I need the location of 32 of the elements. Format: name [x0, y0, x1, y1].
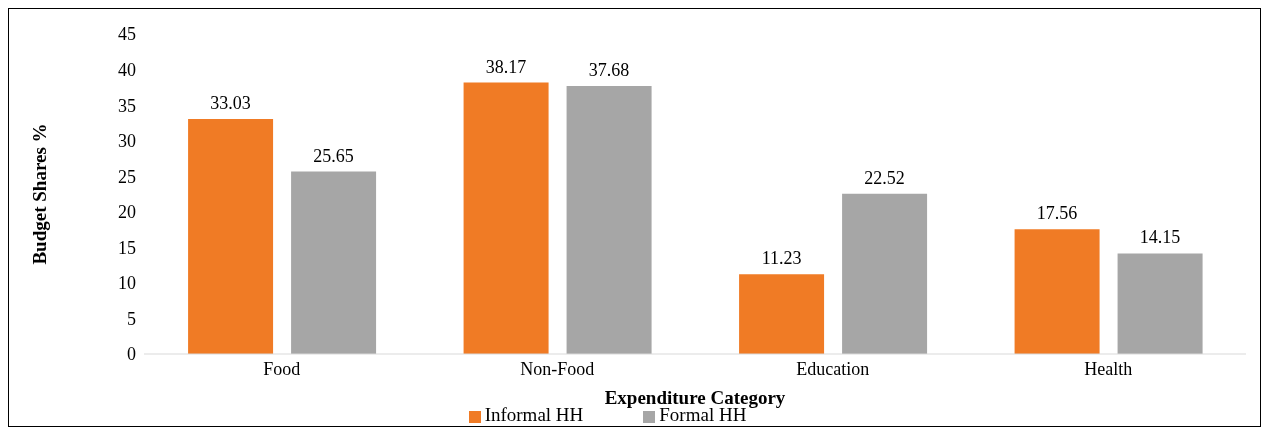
- data-label: 17.56: [1036, 203, 1078, 224]
- x-tick-label: Education: [796, 358, 870, 379]
- bar: [463, 82, 549, 354]
- y-tick-label: 10: [118, 273, 136, 294]
- y-tick-label: 30: [118, 131, 136, 152]
- y-tick-label: 20: [118, 202, 136, 223]
- data-label: 33.03: [210, 93, 251, 114]
- bar: [291, 171, 377, 354]
- y-tick-label: 40: [118, 59, 136, 80]
- y-tick-label: 35: [118, 95, 136, 116]
- y-tick-label: 45: [118, 24, 136, 45]
- y-axis-title: Budget Shares %: [28, 123, 50, 265]
- y-tick-label: 0: [127, 344, 136, 365]
- bar: [566, 86, 652, 354]
- data-label: 11.23: [761, 248, 802, 269]
- bar: [188, 119, 274, 354]
- data-label: 25.65: [313, 145, 354, 166]
- y-tick-label: 15: [118, 237, 136, 258]
- x-tick-label: Health: [1084, 358, 1133, 379]
- x-tick-label: Non-Food: [520, 358, 595, 379]
- data-label: 14.15: [1139, 227, 1181, 248]
- data-label: 38.17: [485, 56, 527, 77]
- y-tick-label: 25: [118, 166, 136, 187]
- bar: [842, 193, 928, 354]
- bar: [1117, 253, 1203, 354]
- bar: [1014, 229, 1100, 354]
- data-label: 37.68: [588, 60, 630, 81]
- legend-label: Informal HH: [484, 404, 584, 425]
- y-tick-label: 5: [127, 308, 136, 329]
- data-label: 22.52: [864, 167, 905, 188]
- bar: [739, 274, 825, 354]
- x-tick-label: Food: [263, 358, 301, 379]
